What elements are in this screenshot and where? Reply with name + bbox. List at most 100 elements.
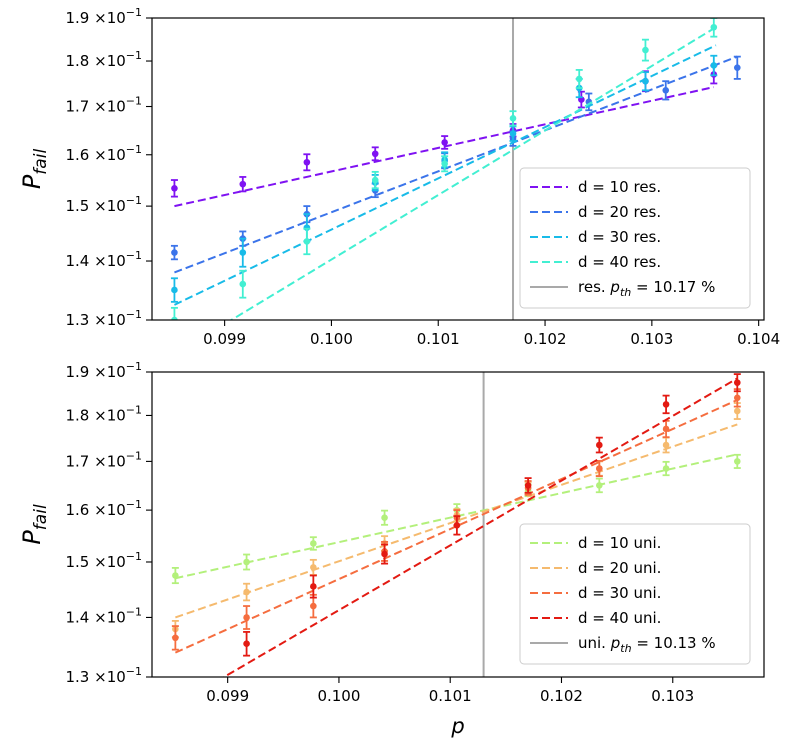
x-tick-label: 0.101 [417,330,460,348]
y-axis-label: Pfail [18,504,51,545]
y-tick-label: 1.8 ×10−1 [66,49,143,70]
y-tick-label: 1.9 ×10−1 [66,360,143,381]
x-tick-label: 0.104 [737,330,780,348]
legend-label-series-4: d = 40 uni. [578,609,661,627]
data-point [303,158,311,166]
data-point [310,583,317,590]
y-tick-label: 1.7 ×10−1 [66,449,143,470]
data-point [710,62,718,69]
data-point [172,572,179,579]
data-point [171,286,178,294]
x-tick-label: 0.102 [524,330,567,348]
y-tick-label: 1.3 ×10−1 [66,665,143,686]
data-point [662,441,670,449]
legend-label-series-3: d = 30 res. [578,228,661,246]
x-tick-label: 0.100 [310,330,353,348]
data-point [381,550,388,558]
x-tick-label: 0.103 [630,330,673,348]
x-tick-label: 0.100 [317,687,360,705]
data-point [303,238,311,245]
data-point [310,564,317,571]
fit-line-series-2 [175,423,738,619]
plot-area [171,373,741,677]
data-point [642,77,649,85]
data-point [243,558,250,566]
data-point [381,514,388,521]
data-point [172,634,179,642]
y-tick-label: 1.3 ×10−1 [66,308,143,329]
x-tick-label: 0.099 [203,330,246,348]
data-point [239,249,247,256]
data-point [733,407,741,415]
data-point [243,640,250,647]
legend: d = 10 uni. d = 20 uni. d = 30 uni. d = 40 … [519,523,751,665]
legend-label-series-2: d = 20 res. [578,203,661,221]
legend-label-series-1: d = 10 uni. [578,534,661,552]
y-tick-label: 1.5 ×10−1 [66,550,143,571]
axes-frame [151,17,765,321]
y-tick-label: 1.4 ×10−1 [66,605,143,626]
plot-area [170,18,741,320]
x-axis-label: p [450,714,464,738]
axes-frame [151,371,765,678]
fit-line-series-2 [174,55,738,274]
data-point [733,458,741,465]
legend-label-threshold: res. pth = 10.17 % [578,278,715,299]
data-point [662,401,670,408]
data-point [243,588,250,596]
legend-label-series-4: d = 40 res. [578,253,661,271]
legend-label-series-2: d = 20 uni. [578,559,661,577]
x-tick-label: 0.103 [651,687,694,705]
data-point [596,441,603,449]
fit-line-series-3 [174,399,738,654]
data-point [239,280,247,288]
data-point [733,379,741,386]
data-point [171,316,178,320]
data-point [171,249,178,256]
data-point [243,614,250,621]
y-tick-label: 1.7 ×10−1 [66,95,143,116]
legend-label-series-3: d = 30 uni. [578,584,661,602]
data-point [310,540,317,547]
data-point [642,46,649,54]
data-point [239,180,247,188]
data-point [710,23,718,31]
data-point [310,602,317,610]
y-tick-label: 1.8 ×10−1 [66,403,143,424]
data-point [509,130,517,137]
legend-box [519,167,751,309]
data-point [662,465,670,472]
y-tick-label: 1.6 ×10−1 [66,143,143,164]
data-point [171,184,178,192]
data-point [441,139,448,146]
legend-box [519,523,751,665]
data-point [596,482,603,489]
chart-panel-1: 0.099 0.100 0.101 0.102 0.103 0.104 1.3 ×10−1 1… [18,6,780,348]
data-point [733,394,741,402]
chart-panel-2: 0.099 0.100 0.101 0.102 0.103 1.3 ×10−1 1.4 ×1… [18,360,765,738]
y-tick-label: 1.6 ×10−1 [66,498,143,519]
data-point [662,86,670,94]
data-point [371,176,379,184]
x-tick-label: 0.099 [206,687,249,705]
x-tick-label: 0.101 [429,687,472,705]
data-point [596,465,603,472]
data-point [453,522,461,529]
fit-line-series-3 [173,44,717,306]
data-point [371,150,379,158]
x-tick-label: 0.102 [540,687,583,705]
legend-label-threshold: uni. pth = 10.13 % [578,634,716,655]
data-point [662,425,670,433]
y-tick-label: 1.5 ×10−1 [66,194,143,215]
data-point [524,482,532,489]
y-tick-label: 1.4 ×10−1 [66,249,143,270]
data-point [575,75,583,83]
data-point [509,115,517,122]
data-point [441,160,448,168]
legend: d = 10 res. d = 20 res. d = 30 res. d = 40 … [519,167,751,309]
legend-label-series-1: d = 10 res. [578,178,661,196]
y-axis-label: Pfail [18,149,51,190]
data-point [733,64,741,71]
y-tick-label: 1.9 ×10−1 [66,6,143,27]
